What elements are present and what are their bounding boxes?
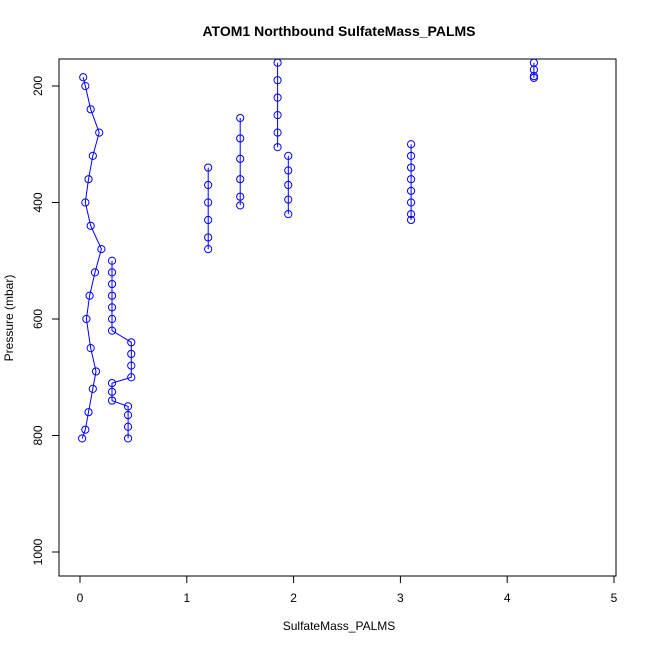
x-tick-label: 2: [290, 591, 297, 605]
data-point: [84, 175, 93, 184]
x-axis: 0 1 2 3 4 5: [77, 575, 618, 605]
data-point: [284, 210, 293, 219]
data-point: [107, 291, 117, 300]
y-tick-label: 1000: [31, 538, 45, 565]
data-point: [204, 198, 213, 207]
y-tick-label: 600: [31, 309, 45, 329]
data-point: [97, 245, 106, 254]
data-point: [84, 408, 93, 417]
data-point: [127, 349, 136, 359]
data-point: [86, 221, 95, 230]
data-point: [236, 134, 245, 143]
x-tick-label: 1: [183, 591, 190, 605]
series-3: [406, 140, 416, 225]
data-point: [236, 201, 245, 210]
data-point: [107, 378, 117, 388]
data-point: [78, 434, 87, 443]
data-point: [273, 111, 282, 120]
data-point: [123, 422, 133, 431]
plot-area: [78, 59, 539, 443]
data-point: [284, 180, 293, 190]
series-1: [78, 73, 106, 443]
data-point: [406, 151, 416, 160]
data-point: [123, 402, 133, 411]
data-point: [127, 373, 136, 382]
data-point: [127, 361, 136, 370]
data-point: [284, 195, 293, 204]
data-point: [88, 151, 97, 160]
data-point: [529, 65, 539, 74]
data-point: [236, 175, 245, 184]
plot-frame: [58, 58, 617, 577]
data-point: [107, 303, 117, 312]
x-tick-label: 5: [611, 591, 618, 605]
series-2: [107, 256, 136, 443]
data-point: [88, 384, 97, 393]
y-tick-label: 800: [31, 425, 45, 445]
chart-title: ATOM1 Northbound SulfateMass_PALMS: [202, 23, 475, 39]
data-point: [406, 215, 416, 225]
data-point: [107, 387, 117, 396]
data-point: [204, 215, 213, 225]
data-point: [123, 411, 133, 420]
data-point: [81, 198, 90, 207]
x-tick-label: 4: [504, 591, 511, 605]
data-point: [204, 245, 213, 254]
data-point: [273, 76, 282, 85]
data-point: [406, 198, 416, 207]
data-point: [406, 163, 416, 172]
data-point: [90, 268, 100, 277]
data-point: [204, 233, 213, 242]
data-point: [204, 163, 213, 172]
series-line: [111, 260, 132, 439]
data-point: [123, 434, 133, 443]
x-axis-label: SulfateMass_PALMS: [283, 619, 396, 633]
y-tick-label: 400: [31, 192, 45, 212]
data-point: [406, 175, 416, 184]
series-5: [284, 151, 293, 219]
data-point: [284, 166, 293, 175]
y-axis-label: Pressure (mbar): [2, 275, 16, 362]
series-8: [529, 59, 539, 82]
data-point: [204, 180, 213, 190]
data-point: [406, 140, 416, 149]
data-point: [107, 268, 117, 277]
data-point: [273, 59, 282, 67]
data-point: [273, 93, 282, 102]
data-point: [107, 256, 117, 265]
data-point: [406, 210, 416, 219]
y-axis: 200 400 600 800 1000: [31, 76, 60, 565]
data-point: [107, 396, 117, 405]
series-6: [236, 113, 245, 210]
series-7: [273, 59, 282, 152]
data-point: [82, 314, 91, 324]
data-point: [86, 344, 95, 353]
data-point: [85, 291, 94, 300]
data-point: [81, 81, 90, 91]
data-point: [273, 128, 282, 137]
data-point: [107, 279, 117, 289]
x-tick-label: 3: [397, 591, 404, 605]
data-point: [284, 151, 293, 160]
data-point: [91, 367, 101, 376]
data-point: [107, 314, 117, 324]
series-line: [81, 77, 102, 439]
data-point: [81, 425, 90, 434]
x-tick-label: 0: [77, 591, 84, 605]
data-point: [86, 105, 95, 114]
data-point: [127, 338, 136, 347]
data-point: [236, 113, 245, 123]
data-point: [79, 73, 88, 82]
data-point: [236, 154, 245, 163]
data-point: [95, 128, 104, 137]
data-point: [107, 326, 117, 335]
series-4: [204, 163, 213, 254]
y-tick-label: 200: [31, 76, 45, 96]
data-point: [406, 186, 416, 195]
data-point: [529, 73, 539, 82]
data-point: [273, 143, 282, 152]
data-point: [236, 192, 245, 201]
